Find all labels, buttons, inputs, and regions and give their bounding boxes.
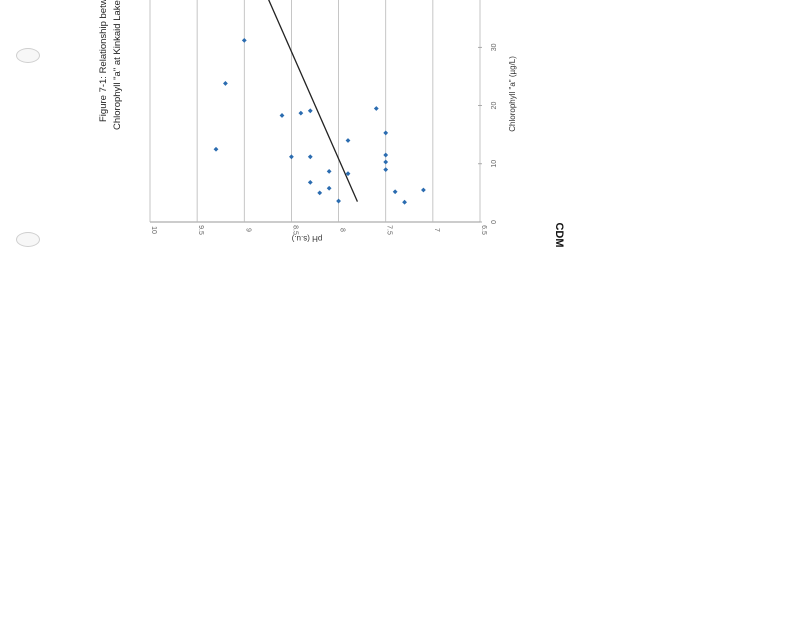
y-tick-label: 7.5 (386, 225, 393, 235)
y-tick-label: 10 (150, 226, 157, 234)
data-points (213, 37, 426, 205)
x-axis-ticks: 0 10 20 30 (478, 43, 498, 224)
data-point (345, 138, 351, 143)
data-point (345, 171, 351, 177)
x-tick-label: 0 (491, 220, 498, 224)
data-point (307, 180, 313, 185)
data-point (402, 199, 407, 205)
y-axis-label: pH (s.u.) (291, 234, 322, 243)
data-point (307, 154, 313, 160)
punch-hole (16, 232, 40, 247)
caption-line-2: Chlorophyll "a" at Kinkaid Lake Station (112, 0, 123, 130)
caption-line-1: Figure 7-1: Relationship between pH and (98, 0, 109, 122)
x-tick-label: 10 (491, 160, 498, 168)
trendline-path (268, 0, 359, 202)
punch-hole (16, 48, 40, 63)
data-point (421, 187, 426, 193)
data-point (373, 106, 379, 111)
data-point (383, 152, 389, 158)
y-tick-label: 8.5 (291, 225, 298, 235)
cdm-logo: CDM (553, 222, 565, 247)
data-point (383, 130, 389, 136)
data-point (213, 146, 219, 152)
x-tick-label: 20 (491, 102, 498, 110)
y-tick-label: 6.5 (480, 225, 487, 235)
data-point (307, 108, 313, 114)
data-point (326, 168, 332, 174)
data-point (326, 185, 332, 191)
data-point (317, 190, 323, 196)
x-tick-label: 30 (491, 43, 498, 51)
data-point (241, 37, 247, 43)
data-point (336, 198, 341, 204)
data-point (298, 110, 304, 116)
y-axis-ticks: 6.5 7 7.5 8 8.5 9 9.5 10 (150, 225, 487, 235)
data-point (383, 159, 389, 165)
y-tick-label: 9 (244, 228, 251, 232)
trendline (268, 0, 359, 202)
y-tick-label: 9.5 (197, 225, 204, 235)
data-point (392, 189, 398, 195)
data-point (223, 81, 228, 86)
data-point (289, 154, 294, 160)
grid-lines (149, 0, 481, 222)
y-tick-label: 8 (339, 228, 346, 232)
data-point (383, 167, 389, 172)
data-point (279, 113, 285, 118)
x-axis-label: Chlorophyll "a" (µg/L) (508, 56, 517, 132)
y-tick-label: 7 (433, 228, 440, 232)
